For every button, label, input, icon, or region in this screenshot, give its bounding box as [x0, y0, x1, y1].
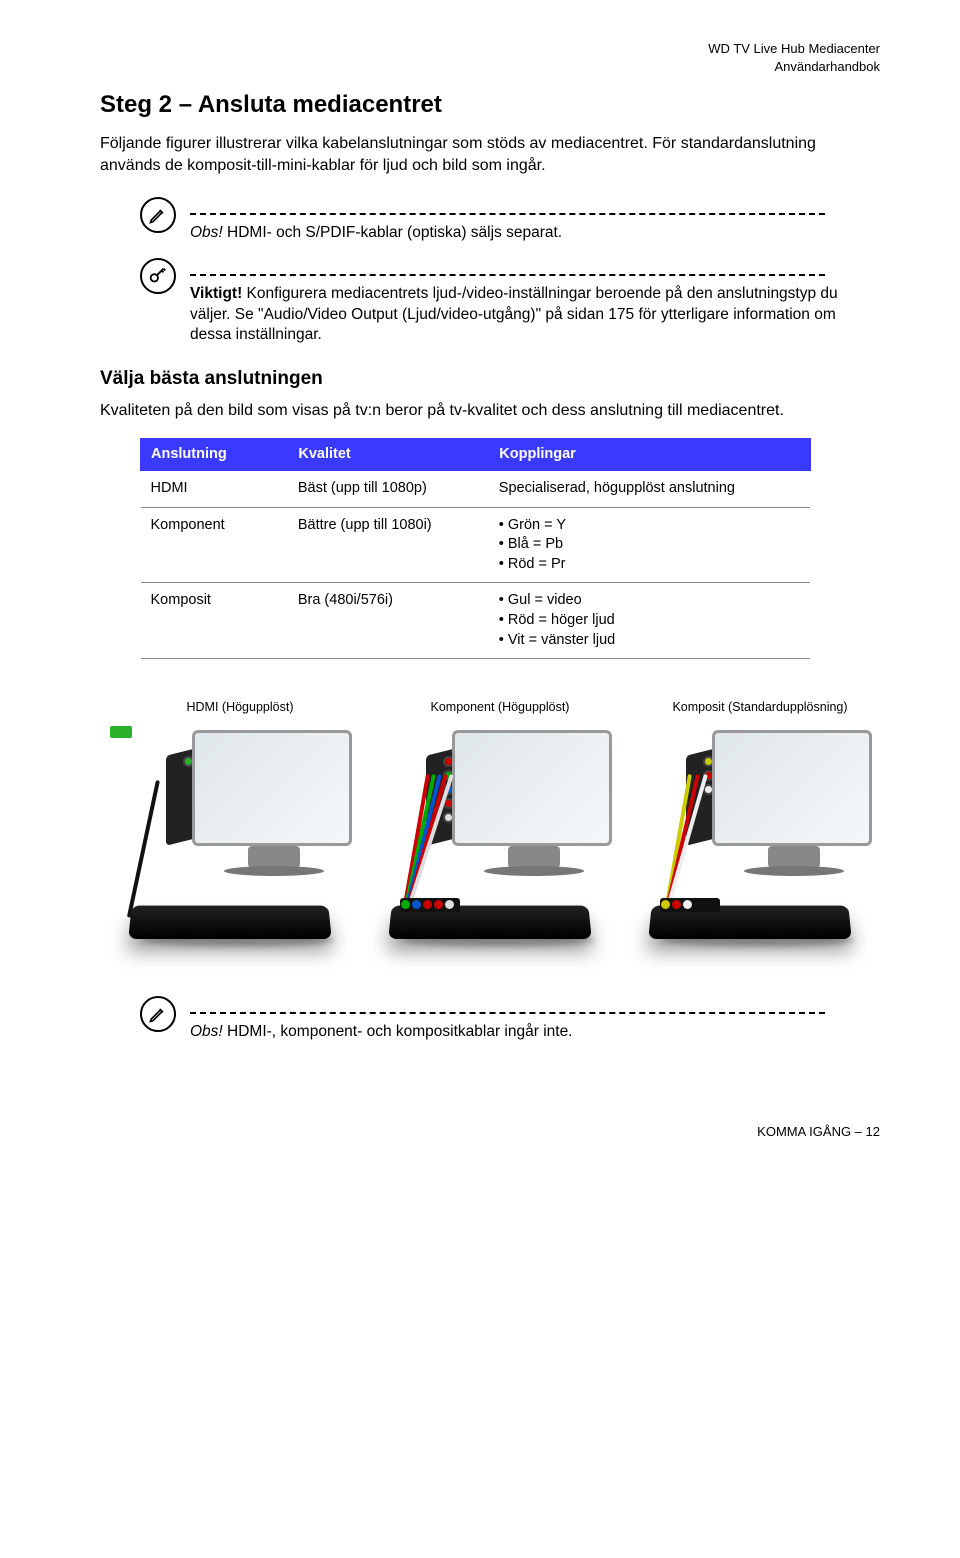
cell-quality: Bra (480i/576i) [288, 583, 489, 659]
diagram-label: Komposit (Standardupplösning) [672, 699, 847, 716]
note-body: HDMI-, komponent- och kompositkablar ing… [223, 1023, 573, 1040]
hdmi-setup-illustration [110, 726, 370, 946]
cell-couplings: Grön = Y Blå = Pb Röd = Pr [489, 507, 811, 583]
pen-icon [140, 197, 176, 233]
list-item: Röd = höger ljud [499, 611, 801, 631]
key-icon [140, 258, 176, 294]
doc-type: Användarhandbok [774, 59, 880, 74]
doc-header: WD TV Live Hub Mediacenter Användarhandb… [100, 40, 880, 75]
list-item: Blå = Pb [499, 535, 801, 555]
list-item: Grön = Y [499, 516, 801, 536]
table-row: HDMI Bäst (upp till 1080p) Specialiserad… [141, 471, 811, 508]
composite-setup-illustration [630, 726, 890, 946]
dash-divider [190, 213, 825, 215]
diagram-hdmi: HDMI (Högupplöst) [110, 699, 370, 946]
important-prefix: Viktigt! [190, 285, 242, 302]
sub-paragraph: Kvaliteten på den bild som visas på tv:n… [100, 400, 880, 422]
note-body: HDMI- och S/PDIF-kablar (optiska) säljs … [223, 224, 562, 241]
page-title: Steg 2 – Ansluta mediacentret [100, 89, 880, 121]
cell-couplings: Specialiserad, högupplöst anslutning [489, 471, 811, 508]
cell-quality: Bättre (upp till 1080i) [288, 507, 489, 583]
subheading: Välja bästa anslutningen [100, 366, 880, 392]
note-obs-1: Obs! HDMI- och S/PDIF-kablar (optiska) s… [140, 197, 880, 244]
list-item: Vit = vänster ljud [499, 631, 801, 651]
pen-icon [140, 996, 176, 1032]
cell-connection: Komponent [141, 507, 288, 583]
diagram-label: Komponent (Högupplöst) [431, 699, 570, 716]
table-row: Komposit Bra (480i/576i) Gul = video Röd… [141, 583, 811, 659]
cell-connection: HDMI [141, 471, 288, 508]
connection-table: Anslutning Kvalitet Kopplingar HDMI Bäst… [140, 438, 811, 660]
table-header-row: Anslutning Kvalitet Kopplingar [141, 438, 811, 471]
dash-divider [190, 1012, 825, 1014]
page-footer: KOMMA IGÅNG – 12 [100, 1123, 880, 1141]
dash-divider [190, 274, 825, 276]
cell-connection: Komposit [141, 583, 288, 659]
th-quality: Kvalitet [288, 438, 489, 471]
note-prefix: Obs! [190, 224, 223, 241]
th-connection: Anslutning [141, 438, 288, 471]
product-name: WD TV Live Hub Mediacenter [708, 41, 880, 56]
cell-quality: Bäst (upp till 1080p) [288, 471, 489, 508]
note-prefix: Obs! [190, 1023, 223, 1040]
diagram-komponent: Komponent (Högupplöst) [370, 699, 630, 946]
list-item: Röd = Pr [499, 555, 801, 575]
diagram-komposit: Komposit (Standardupplösning) [630, 699, 890, 946]
cell-couplings: Gul = video Röd = höger ljud Vit = vänst… [489, 583, 811, 659]
component-setup-illustration [370, 726, 630, 946]
table-row: Komponent Bättre (upp till 1080i) Grön =… [141, 507, 811, 583]
list-item: Gul = video [499, 591, 801, 611]
diagram-label: HDMI (Högupplöst) [187, 699, 294, 716]
note-text: Obs! HDMI-, komponent- och kompositkabla… [190, 1022, 880, 1043]
intro-paragraph: Följande figurer illustrerar vilka kabel… [100, 133, 880, 176]
th-couplings: Kopplingar [489, 438, 811, 471]
diagram-row: HDMI (Högupplöst) Komponent (Högupplöst)… [100, 699, 880, 946]
important-text: Viktigt! Konfigurera mediacentrets ljud-… [190, 284, 880, 347]
note-text: Obs! HDMI- och S/PDIF-kablar (optiska) s… [190, 223, 880, 244]
note-obs-2: Obs! HDMI-, komponent- och kompositkabla… [140, 996, 880, 1043]
note-important: Viktigt! Konfigurera mediacentrets ljud-… [140, 258, 880, 347]
important-body: Konfigurera mediacentrets ljud-/video-in… [190, 285, 838, 344]
